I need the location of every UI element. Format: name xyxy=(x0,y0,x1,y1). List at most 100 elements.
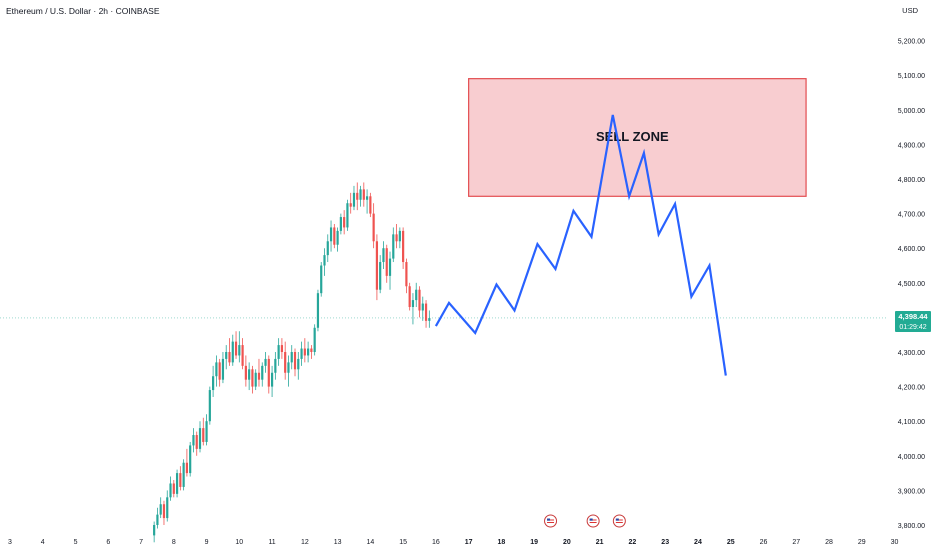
candle-body xyxy=(398,230,401,242)
y-tick-label: 4,600.00 xyxy=(898,246,925,253)
x-tick-label: 11 xyxy=(268,539,275,546)
x-tick-label: 30 xyxy=(891,539,899,546)
candle-body xyxy=(395,234,398,242)
x-tick-label: 19 xyxy=(530,539,538,546)
x-tick-label: 23 xyxy=(661,539,669,546)
candle-body xyxy=(310,348,313,352)
us-flag-icon xyxy=(547,518,555,524)
candle-body xyxy=(349,203,352,207)
candle-body xyxy=(362,189,365,200)
y-tick-label: 5,100.00 xyxy=(898,73,925,80)
x-tick-label: 14 xyxy=(366,539,374,546)
candle-body xyxy=(336,230,339,245)
candle-body xyxy=(212,376,215,391)
x-tick-label: 6 xyxy=(106,539,110,546)
y-tick-label: 4,200.00 xyxy=(898,385,925,392)
chart-title: Ethereum / U.S. Dollar · 2h · COINBASE xyxy=(6,6,160,16)
y-tick-label: 3,900.00 xyxy=(898,488,925,495)
candle-body xyxy=(251,369,254,387)
us-flag-icon xyxy=(615,518,619,521)
candle-body xyxy=(254,372,257,387)
candle-body xyxy=(339,217,342,231)
candle-body xyxy=(388,258,392,276)
candle-body xyxy=(411,300,415,308)
candle-body xyxy=(280,345,284,352)
candle-body xyxy=(379,262,382,290)
candle-body xyxy=(326,241,329,256)
candle-body xyxy=(241,345,244,366)
candle-body xyxy=(162,504,166,519)
x-tick-label: 9 xyxy=(205,539,209,546)
y-tick-label: 5,200.00 xyxy=(898,39,925,46)
x-tick-label: 15 xyxy=(399,539,407,546)
y-tick-label: 4,100.00 xyxy=(898,419,925,426)
x-tick-label: 24 xyxy=(694,539,702,546)
us-flag-icon xyxy=(589,518,593,521)
y-tick-label: 4,300.00 xyxy=(898,350,925,357)
candle-body xyxy=(415,289,418,301)
candle-body xyxy=(175,473,179,494)
candle-body xyxy=(372,213,375,242)
candle-body xyxy=(231,341,234,363)
candle-body xyxy=(402,230,405,263)
candle-body xyxy=(179,473,182,487)
x-tick-label: 25 xyxy=(727,539,735,546)
y-tick-label: 4,800.00 xyxy=(898,177,925,184)
candle-body xyxy=(218,362,221,380)
candle-body xyxy=(313,327,316,352)
us-flag-icon xyxy=(589,518,597,524)
candle-body xyxy=(284,352,287,373)
candle-body xyxy=(418,289,421,311)
candle-body xyxy=(303,348,306,356)
candle-body xyxy=(356,192,359,200)
x-tick-label: 5 xyxy=(74,539,78,546)
candle-body xyxy=(215,362,218,377)
x-tick-label: 7 xyxy=(139,539,143,546)
x-tick-label: 20 xyxy=(563,539,571,546)
candle-body xyxy=(405,262,408,287)
candle-body xyxy=(225,352,228,359)
projection-path[interactable] xyxy=(434,114,727,376)
x-tick-label: 21 xyxy=(596,539,604,546)
y-tick-label: 4,900.00 xyxy=(898,142,925,149)
candle-body xyxy=(333,227,336,245)
candle-body xyxy=(316,293,320,328)
candle-body xyxy=(297,358,300,370)
candle-body xyxy=(369,196,372,214)
candle-body xyxy=(153,525,156,536)
x-tick-label: 18 xyxy=(498,539,506,546)
sell-zone-label: SELL ZONE xyxy=(596,129,669,144)
candle-body xyxy=(202,428,205,442)
x-tick-label: 8 xyxy=(172,539,176,546)
candle-body xyxy=(428,318,431,321)
candle-body xyxy=(238,345,241,356)
candle-body xyxy=(287,362,290,373)
us-flag-icon xyxy=(547,518,551,521)
candle-body xyxy=(323,255,326,266)
y-tick-label: 4,700.00 xyxy=(898,212,925,219)
x-tick-label: 4 xyxy=(41,539,45,546)
candle-body xyxy=(270,372,274,387)
candle-body xyxy=(385,248,388,276)
candle-body xyxy=(320,265,323,294)
candle-body xyxy=(365,196,369,200)
candle-body xyxy=(307,348,310,356)
x-tick-label: 16 xyxy=(432,539,440,546)
candle-body xyxy=(300,348,303,359)
x-tick-label: 27 xyxy=(792,539,800,546)
candle-body xyxy=(169,483,172,498)
candle-body xyxy=(274,358,277,373)
x-tick-label: 3 xyxy=(8,539,12,546)
y-tick-label: 5,000.00 xyxy=(898,108,925,115)
candle-body xyxy=(192,435,195,446)
candle-body xyxy=(156,514,159,525)
candle-body xyxy=(375,241,379,290)
candle-body xyxy=(359,189,362,200)
candle-body xyxy=(267,358,270,387)
sell-zone-box[interactable] xyxy=(468,78,807,197)
x-tick-label: 28 xyxy=(825,539,833,546)
candle-body xyxy=(290,352,293,363)
candle-body xyxy=(228,352,231,363)
x-tick-label: 17 xyxy=(465,539,473,546)
